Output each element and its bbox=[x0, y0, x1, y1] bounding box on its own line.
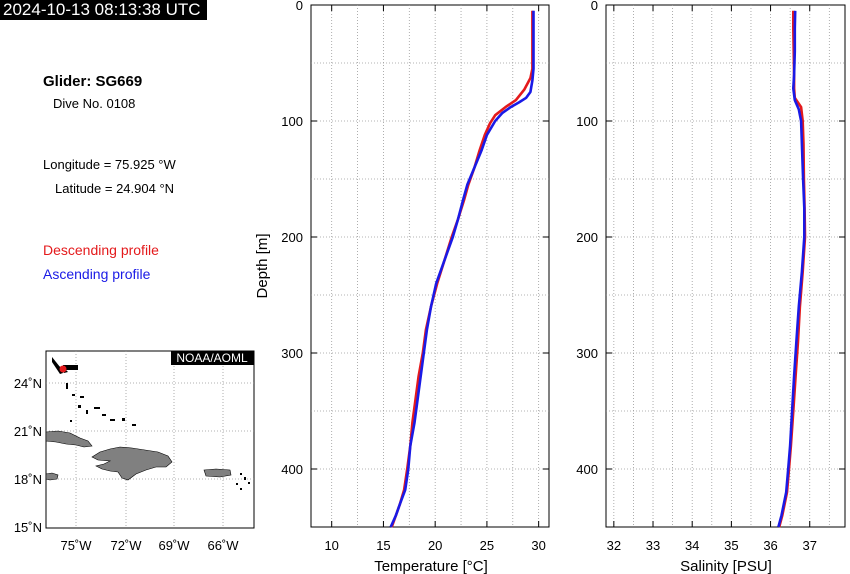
locator-map: NOAA/AOML 24˚N 21˚N 18˚N 15˚N 75˚W 72˚W … bbox=[14, 350, 255, 553]
legend-ascending: Ascending profile bbox=[43, 266, 151, 282]
land-jamaica bbox=[45, 472, 59, 481]
x-tick-label: 35 bbox=[724, 538, 738, 553]
x-tick-label: 32 bbox=[607, 538, 621, 553]
y-tick-label: 100 bbox=[576, 114, 598, 129]
dive-number: Dive No. 0108 bbox=[53, 96, 136, 111]
land-puerto-rico bbox=[203, 468, 232, 478]
x-tick-label: 10 bbox=[324, 538, 338, 553]
map-land bbox=[45, 357, 250, 490]
x-tick-label: 33 bbox=[646, 538, 660, 553]
x-tick-label: 25 bbox=[480, 538, 494, 553]
temperature-lines bbox=[389, 10, 535, 528]
map-lat-tick: 24˚N bbox=[14, 376, 42, 391]
map-lon-tick: 72˚W bbox=[110, 538, 142, 553]
land-cuba bbox=[45, 430, 93, 448]
map-lat-tick: 18˚N bbox=[14, 472, 42, 487]
map-lon-tick: 75˚W bbox=[60, 538, 92, 553]
timestamp-label: 2024-10-13 08:13:38 UTC bbox=[0, 0, 207, 20]
x-tick-label: 37 bbox=[803, 538, 817, 553]
salinity-lines bbox=[777, 10, 807, 528]
y-tick-label: 300 bbox=[576, 346, 598, 361]
profile-line-ascending bbox=[389, 10, 535, 528]
temperature-x-label: Temperature [°C] bbox=[374, 558, 488, 574]
map-credit-box bbox=[171, 351, 254, 365]
y-tick-label: 400 bbox=[576, 462, 598, 477]
depth-y-label: Depth [m] bbox=[254, 233, 271, 298]
y-tick-label: 200 bbox=[576, 230, 598, 245]
y-tick-label: 0 bbox=[591, 0, 598, 13]
x-tick-label: 15 bbox=[376, 538, 390, 553]
map-lon-tick: 69˚W bbox=[158, 538, 190, 553]
profile-line-ascending bbox=[777, 10, 806, 528]
y-tick-label: 100 bbox=[281, 114, 303, 129]
map-lat-tick: 15˚N bbox=[14, 520, 42, 535]
profile-line-descending bbox=[390, 10, 534, 528]
map-grid bbox=[46, 351, 254, 528]
glider-name: Glider: SG669 bbox=[43, 73, 143, 90]
glider-position-marker bbox=[59, 365, 67, 373]
temperature-grid bbox=[311, 5, 549, 527]
salinity-x-label: Salinity [PSU] bbox=[680, 558, 772, 574]
x-tick-label: 20 bbox=[428, 538, 442, 553]
x-tick-label: 30 bbox=[531, 538, 545, 553]
salinity-grid bbox=[606, 5, 845, 527]
latitude-label: Latitude = 24.904 °N bbox=[55, 181, 175, 196]
legend-descending: Descending profile bbox=[43, 242, 159, 258]
glider-track bbox=[63, 365, 78, 370]
longitude-label: Longitude = 75.925 °W bbox=[43, 157, 176, 172]
map-lat-tick: 21˚N bbox=[14, 424, 42, 439]
y-tick-label: 400 bbox=[281, 462, 303, 477]
map-credit: NOAA/AOML bbox=[176, 351, 248, 365]
salinity-panel: 32 33 34 35 36 37 0 100 200 300 400 Salinity [PSU] bbox=[576, 0, 846, 574]
salinity-ticks: 32 33 34 35 36 37 0 100 200 300 400 bbox=[576, 0, 845, 553]
x-tick-label: 34 bbox=[685, 538, 699, 553]
land-hispaniola bbox=[91, 446, 173, 481]
y-tick-label: 300 bbox=[281, 346, 303, 361]
map-lon-tick: 66˚W bbox=[207, 538, 239, 553]
y-tick-label: 200 bbox=[281, 230, 303, 245]
x-tick-label: 36 bbox=[763, 538, 777, 553]
y-tick-label: 0 bbox=[296, 0, 303, 13]
